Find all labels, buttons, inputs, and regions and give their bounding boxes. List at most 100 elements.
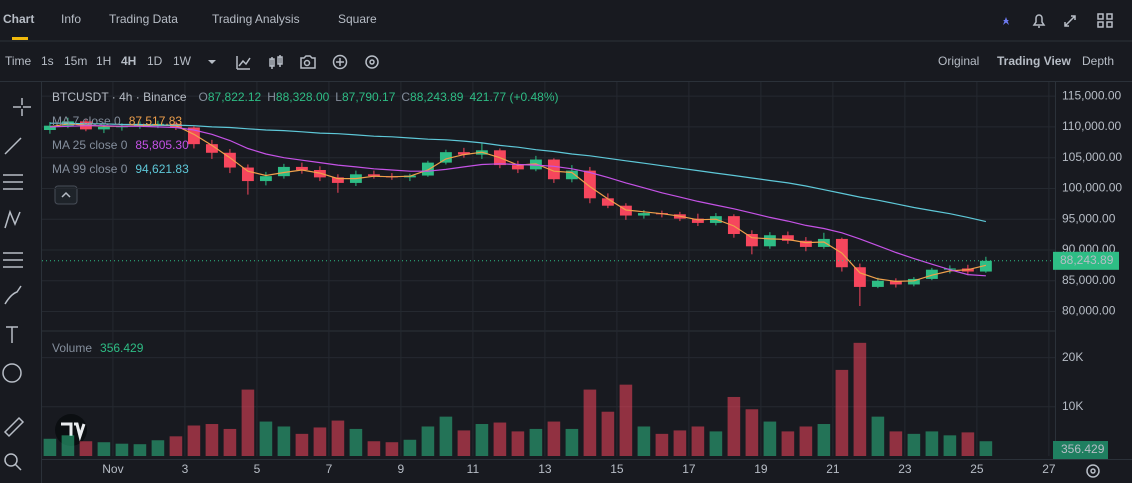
nav-tab[interactable]: Chart bbox=[3, 12, 34, 26]
volume-bar bbox=[385, 442, 399, 456]
view-option[interactable]: Trading View bbox=[997, 54, 1071, 68]
volume-bar bbox=[655, 433, 669, 456]
candle-body bbox=[439, 152, 452, 163]
ma-line bbox=[49, 125, 986, 277]
x-tick-label: 19 bbox=[754, 462, 768, 476]
settings-center bbox=[369, 59, 375, 65]
ruler-tool[interactable] bbox=[3, 416, 25, 438]
candle-body bbox=[277, 166, 290, 177]
layout-icon[interactable] bbox=[1097, 13, 1113, 28]
change: 421.77 (+0.48%) bbox=[469, 90, 558, 104]
chart-legend: BTCUSDT · 4h · Binance O87,822.12 H88,328.… bbox=[52, 90, 559, 104]
candle-body bbox=[727, 216, 740, 234]
dropdown-icon[interactable] bbox=[208, 60, 216, 64]
crosshair-tool[interactable] bbox=[13, 98, 31, 116]
volume-bar bbox=[313, 427, 327, 456]
candle-body bbox=[601, 198, 614, 206]
axis-settings-icon[interactable] bbox=[1086, 464, 1100, 478]
settings-icon[interactable] bbox=[365, 55, 379, 69]
brush-tool[interactable] bbox=[4, 285, 22, 305]
add-icon[interactable] bbox=[332, 54, 348, 70]
line-tool[interactable] bbox=[4, 137, 22, 155]
ai-icon[interactable] bbox=[1003, 17, 1009, 25]
ma-legend: MA 25 close 0 85,805.30 bbox=[52, 138, 189, 152]
nav-tab[interactable]: Trading Data bbox=[109, 12, 178, 26]
collapse-button[interactable] bbox=[54, 185, 78, 205]
interval-option: Time bbox=[5, 54, 32, 68]
candle-body bbox=[565, 170, 578, 180]
candle-body bbox=[763, 235, 776, 247]
text-tool[interactable] bbox=[6, 326, 18, 343]
interval-option[interactable]: 1D bbox=[147, 54, 163, 68]
volume-bar bbox=[529, 428, 543, 456]
tv-logo-mark bbox=[61, 422, 86, 442]
alert-icon[interactable] bbox=[1032, 14, 1046, 28]
volume-bar bbox=[943, 435, 957, 456]
volume-bar bbox=[61, 435, 75, 456]
emoji-tool[interactable] bbox=[2, 363, 22, 383]
candle-body bbox=[223, 152, 236, 168]
candle-body bbox=[457, 152, 470, 155]
x-tick-label: 7 bbox=[326, 462, 333, 476]
prediction-tool[interactable] bbox=[3, 252, 23, 268]
interval-option[interactable]: 4H bbox=[121, 54, 136, 68]
candle-body bbox=[331, 177, 344, 183]
volume-bar bbox=[349, 428, 363, 456]
ma-value: 85,805.30 bbox=[135, 138, 189, 152]
nav-tab[interactable]: Trading Analysis bbox=[212, 12, 300, 26]
pattern-tool[interactable] bbox=[4, 209, 21, 229]
candle-body bbox=[421, 162, 434, 176]
ohlc-value: 87,822.12 bbox=[208, 90, 262, 104]
volume-bar bbox=[295, 433, 309, 456]
snapshot-icon[interactable] bbox=[300, 55, 316, 69]
interval-option[interactable]: 1s bbox=[41, 54, 54, 68]
candle-body bbox=[979, 260, 992, 272]
ohlc-key: C bbox=[401, 90, 410, 104]
volume-bar bbox=[97, 442, 111, 456]
volume-bar bbox=[259, 421, 273, 456]
volume-bar bbox=[439, 416, 453, 456]
ma-name: MA 7 close 0 bbox=[52, 114, 121, 128]
volume-bar bbox=[151, 440, 165, 456]
chart-type-icon[interactable] bbox=[269, 55, 283, 69]
nav-tab[interactable]: Square bbox=[338, 12, 377, 26]
x-tick-label: 21 bbox=[826, 462, 840, 476]
volume-bar bbox=[925, 431, 939, 456]
candle-body bbox=[637, 213, 650, 216]
volume-bar bbox=[241, 389, 255, 456]
volume-bar bbox=[763, 421, 777, 456]
volume-bar bbox=[673, 430, 687, 456]
y-tick-label: 95,000.00 bbox=[1062, 211, 1116, 225]
indicator-icon[interactable] bbox=[236, 56, 251, 70]
volume-bar bbox=[907, 433, 921, 456]
zoom-tool[interactable] bbox=[4, 453, 18, 467]
view-option[interactable]: Original bbox=[938, 54, 979, 68]
view-option[interactable]: Depth bbox=[1082, 54, 1114, 68]
nav-tab[interactable]: Info bbox=[61, 12, 81, 26]
interval-option[interactable]: 15m bbox=[64, 54, 87, 68]
y-tick-label: 80,000.00 bbox=[1062, 304, 1116, 318]
ma-legend: MA 7 close 0 87,517.83 bbox=[52, 114, 182, 128]
interval-option[interactable]: 1W bbox=[173, 54, 192, 68]
expand-icon[interactable] bbox=[1064, 15, 1076, 27]
candle-body bbox=[889, 280, 902, 285]
x-tick-label: 13 bbox=[538, 462, 552, 476]
ohlc-value: 88,243.89 bbox=[410, 90, 464, 104]
candle-body bbox=[583, 170, 596, 199]
ma-value: 94,621.83 bbox=[135, 162, 189, 176]
volume-bar bbox=[79, 441, 93, 456]
y-tick-label: 85,000.00 bbox=[1062, 273, 1116, 287]
candle-body bbox=[925, 269, 938, 279]
interval-option[interactable]: 1H bbox=[96, 54, 111, 68]
volume-bar bbox=[979, 441, 993, 456]
volume-bar bbox=[583, 389, 597, 456]
candle-body bbox=[817, 238, 830, 247]
volume-bar bbox=[889, 431, 903, 456]
fib-tool[interactable] bbox=[3, 174, 23, 190]
symbol: BTCUSDT · 4h · Binance bbox=[52, 90, 187, 104]
x-tick-label: 11 bbox=[467, 462, 480, 476]
y-tick-label: 115,000.00 bbox=[1062, 88, 1121, 102]
y-tick-label: 105,000.00 bbox=[1062, 150, 1122, 164]
